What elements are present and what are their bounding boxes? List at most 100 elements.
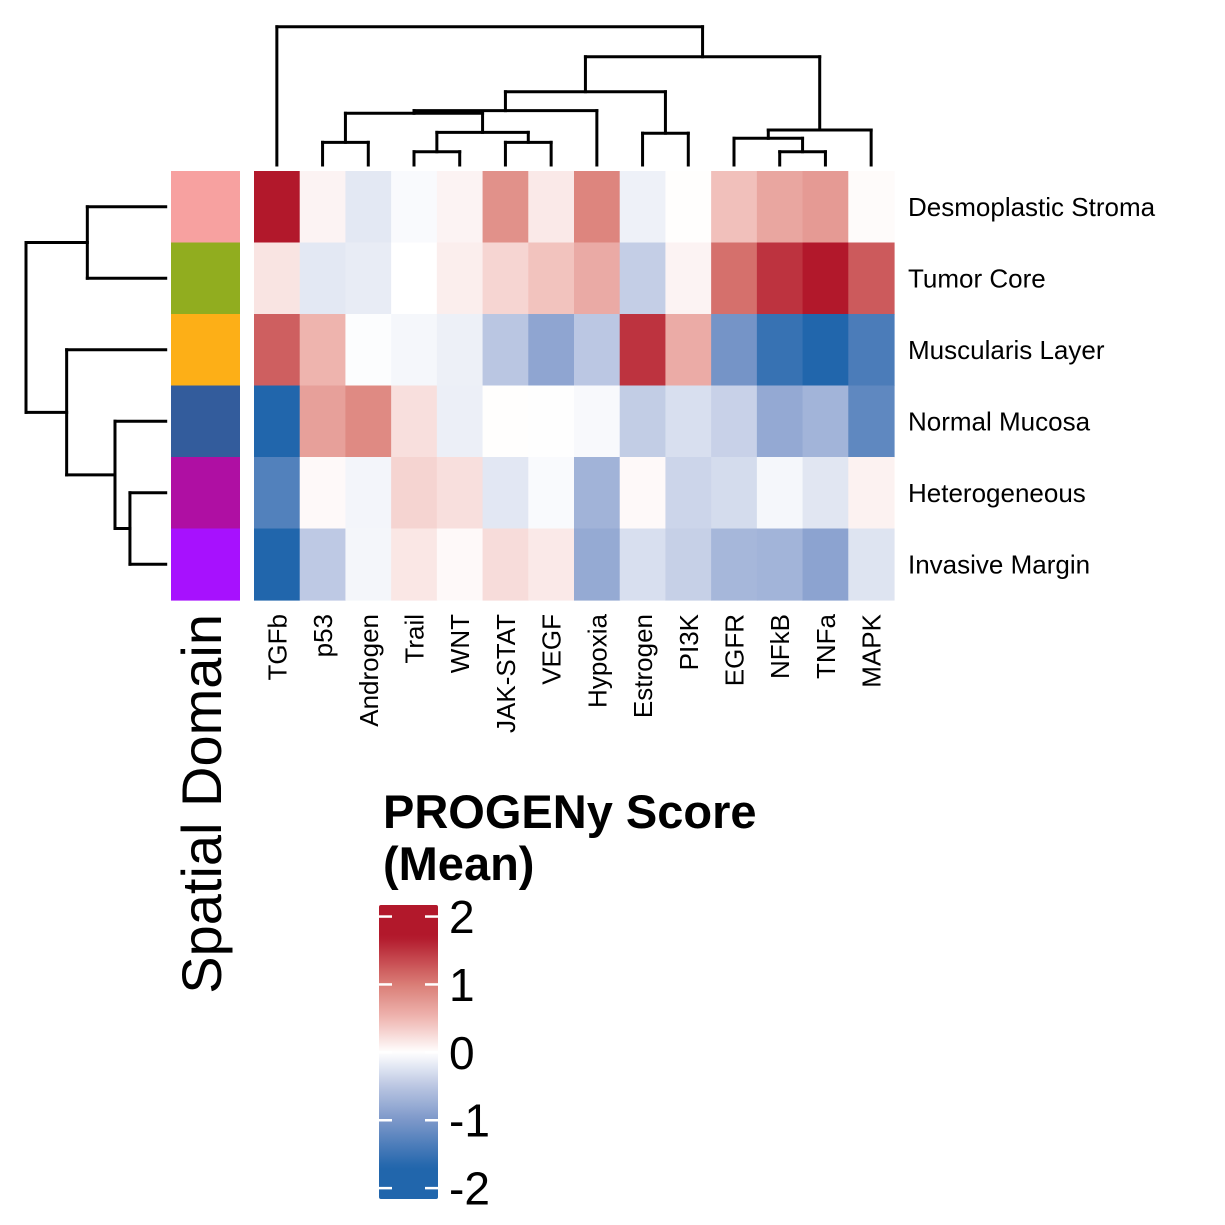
heatmap-cell-desmoplastic-stroma-pi3k [665, 171, 712, 244]
heatmap-cell-invasive-margin-hypoxia [574, 528, 621, 601]
row-label-heterogeneous: Heterogeneous [908, 478, 1086, 508]
row-label-normal-mucosa: Normal Mucosa [908, 406, 1091, 436]
row-label-invasive-margin: Invasive Margin [908, 549, 1090, 579]
annotation-cell-desmoplastic-stroma [171, 171, 240, 244]
heatmap-cell-invasive-margin-tgfb [254, 528, 301, 601]
heatmap-cell-invasive-margin-nfkb [756, 528, 804, 601]
heatmap-cell-invasive-margin-egfr [711, 528, 758, 601]
heatmap-cell-normal-mucosa-tnfa [802, 385, 849, 458]
legend-colorbar [379, 905, 438, 1199]
column-label-wnt: WNT [445, 614, 475, 673]
column-label-tnfa: TNFa [811, 613, 841, 679]
heatmap-cell-muscularis-layer-pi3k [665, 314, 712, 387]
heatmap-body [254, 171, 895, 601]
heatmap-cell-invasive-margin-pi3k [665, 528, 712, 601]
column-label-androgen: Androgen [354, 614, 384, 727]
heatmap-cell-invasive-margin-vegf [528, 528, 575, 601]
heatmap-cell-muscularis-layer-androgen [345, 314, 392, 387]
column-label-pi3k: PI3K [674, 613, 704, 670]
heatmap-cell-tumor-core-jak-stat [482, 242, 529, 315]
row-label-desmoplastic-stroma: Desmoplastic Stroma [908, 192, 1156, 222]
column-label-jak-stat: JAK-STAT [491, 614, 521, 733]
row-labels: Desmoplastic Stroma Tumor Core Muscularis … [908, 192, 1156, 580]
row-label-muscularis-layer: Muscularis Layer [908, 335, 1105, 365]
heatmap-cell-heterogeneous-jak-stat [482, 457, 529, 530]
legend-tick-label: -1 [449, 1095, 490, 1147]
heatmap-cell-invasive-margin-jak-stat [482, 528, 529, 601]
heatmap-cell-heterogeneous-androgen [345, 457, 392, 530]
heatmap-cell-tumor-core-p53 [299, 242, 347, 315]
annotation-title: Spatial Domain [170, 614, 233, 994]
heatmap-cell-heterogeneous-trail [391, 457, 438, 530]
heatmap-cell-desmoplastic-stroma-mapk [848, 171, 895, 244]
heatmap-cell-invasive-margin-mapk [848, 528, 895, 601]
legend-title-line-2: (Mean) [383, 837, 534, 890]
annotation-cell-tumor-core [171, 242, 240, 315]
heatmap-cell-muscularis-layer-egfr [711, 314, 758, 387]
heatmap-cell-tumor-core-tgfb [254, 242, 301, 315]
column-label-estrogen: Estrogen [628, 614, 658, 718]
legend-tick-label: -2 [449, 1163, 490, 1215]
heatmap-cell-tumor-core-pi3k [665, 242, 712, 315]
legend-tick-label: 0 [449, 1027, 475, 1079]
column-label-egfr: EGFR [720, 614, 750, 686]
heatmap-cell-muscularis-layer-mapk [848, 314, 895, 387]
column-label-tgfb: TGFb [262, 614, 292, 680]
column-labels: TGFb p53 Androgen Trail WNT JAK-STAT VEGF Hypox… [262, 613, 886, 733]
heatmap-cell-invasive-margin-androgen [345, 528, 392, 601]
column-label-hypoxia: Hypoxia [582, 613, 612, 707]
heatmap-cell-desmoplastic-stroma-nfkb [756, 171, 804, 244]
heatmap-cell-normal-mucosa-mapk [848, 385, 895, 458]
heatmap-cell-desmoplastic-stroma-jak-stat [482, 171, 529, 244]
heatmap-cell-normal-mucosa-jak-stat [482, 385, 529, 458]
heatmap-cell-heterogeneous-p53 [299, 457, 347, 530]
heatmap-cell-tumor-core-estrogen [619, 242, 667, 315]
heatmap-cell-normal-mucosa-wnt [436, 385, 484, 458]
heatmap-cell-desmoplastic-stroma-egfr [711, 171, 758, 244]
annotation-cell-invasive-margin [171, 528, 240, 601]
heatmap-cell-tumor-core-tnfa [802, 242, 849, 315]
heatmap-cell-heterogeneous-tnfa [802, 457, 849, 530]
heatmap-cell-desmoplastic-stroma-estrogen [619, 171, 667, 244]
heatmap-cell-desmoplastic-stroma-hypoxia [574, 171, 621, 244]
heatmap-cell-tumor-core-androgen [345, 242, 392, 315]
heatmap-cell-tumor-core-vegf [528, 242, 575, 315]
heatmap-cell-invasive-margin-wnt [436, 528, 484, 601]
heatmap-cell-desmoplastic-stroma-trail [391, 171, 438, 244]
heatmap-cell-heterogeneous-nfkb [756, 457, 804, 530]
legend-tick-label: 1 [449, 959, 475, 1011]
heatmap-cell-tumor-core-wnt [436, 242, 484, 315]
heatmap-cell-normal-mucosa-trail [391, 385, 438, 458]
heatmap-cell-normal-mucosa-hypoxia [574, 385, 621, 458]
heatmap-cell-normal-mucosa-estrogen [619, 385, 667, 458]
heatmap-cell-heterogeneous-estrogen [619, 457, 667, 530]
heatmap-cell-heterogeneous-pi3k [665, 457, 712, 530]
heatmap-cell-tumor-core-hypoxia [574, 242, 621, 315]
heatmap-cell-muscularis-layer-estrogen [619, 314, 667, 387]
legend-tick-label: 2 [449, 891, 475, 943]
column-label-mapk: MAPK [857, 613, 887, 687]
heatmap-cell-tumor-core-nfkb [756, 242, 804, 315]
heatmap-cell-invasive-margin-p53 [299, 528, 347, 601]
heatmap-cell-muscularis-layer-jak-stat [482, 314, 529, 387]
row-label-tumor-core: Tumor Core [908, 263, 1046, 293]
heatmap-cell-heterogeneous-mapk [848, 457, 895, 530]
column-label-trail: Trail [400, 614, 430, 664]
heatmap-cell-heterogeneous-egfr [711, 457, 758, 530]
heatmap-cell-muscularis-layer-vegf [528, 314, 575, 387]
row-annotation-spatial-domain [171, 171, 240, 601]
heatmap-cell-normal-mucosa-androgen [345, 385, 392, 458]
heatmap-cell-normal-mucosa-egfr [711, 385, 758, 458]
heatmap-cell-muscularis-layer-tnfa [802, 314, 849, 387]
heatmap-cell-tumor-core-egfr [711, 242, 758, 315]
heatmap-cell-muscularis-layer-hypoxia [574, 314, 621, 387]
heatmap-cell-normal-mucosa-vegf [528, 385, 575, 458]
heatmap-cell-desmoplastic-stroma-p53 [299, 171, 347, 244]
heatmap-cell-muscularis-layer-p53 [299, 314, 347, 387]
heatmap-cell-muscularis-layer-trail [391, 314, 438, 387]
heatmap-cell-tumor-core-trail [391, 242, 438, 315]
heatmap-cell-invasive-margin-estrogen [619, 528, 667, 601]
heatmap-cell-heterogeneous-vegf [528, 457, 575, 530]
